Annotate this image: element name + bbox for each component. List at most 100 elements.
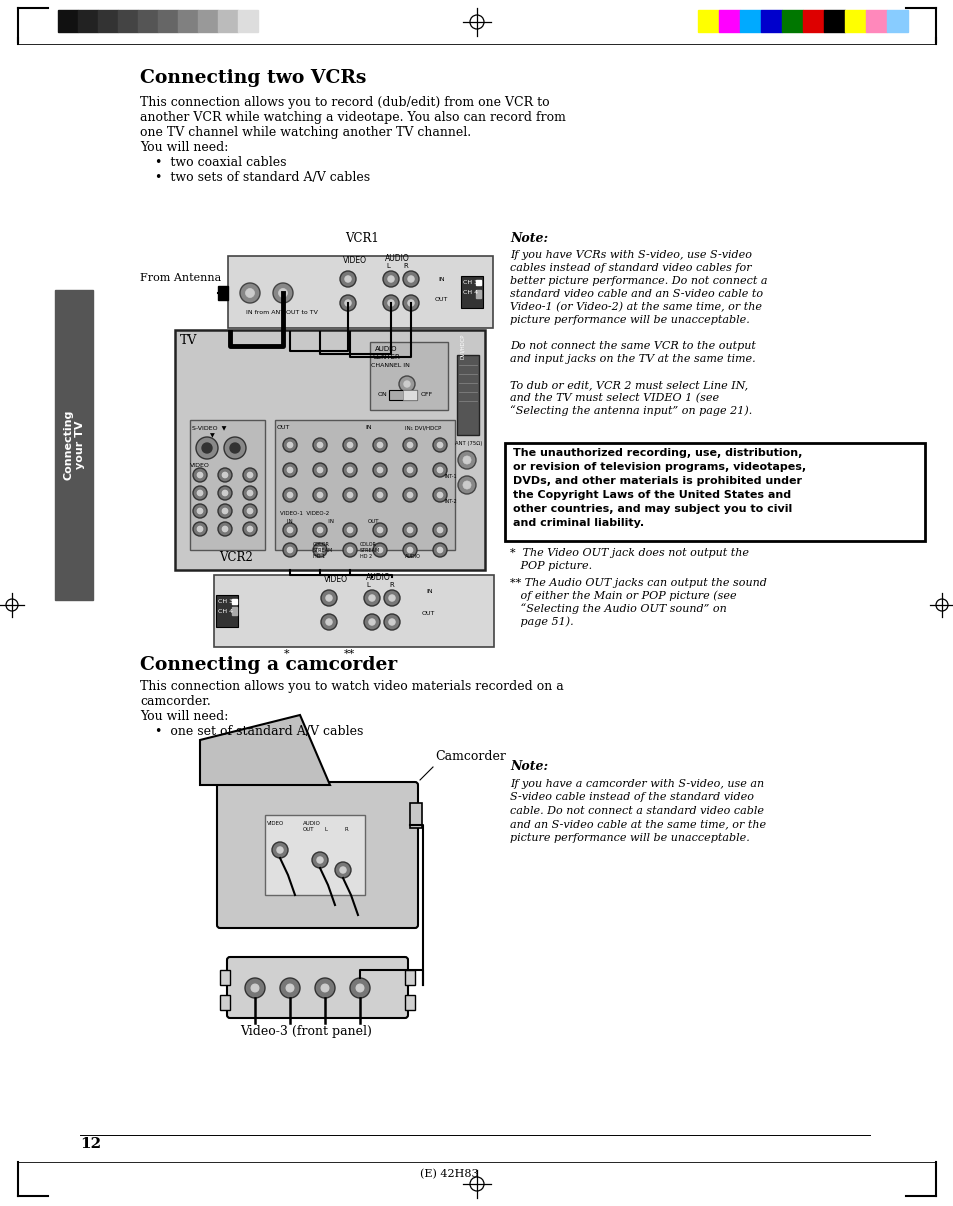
Circle shape [457,476,476,494]
Text: and an S-video cable at the same time, or the: and an S-video cable at the same time, o… [510,820,765,830]
Circle shape [339,271,355,287]
Text: L: L [325,827,328,832]
Bar [218,10,237,33]
Text: R: R [389,582,394,589]
Circle shape [343,523,356,537]
Text: OFF: OFF [420,392,433,397]
Circle shape [462,456,471,464]
Text: Note:: Note: [510,760,548,773]
Bar [886,10,907,33]
Circle shape [377,492,382,498]
Circle shape [350,978,370,999]
Text: This connection allows you to watch video materials recorded on a: This connection allows you to watch vide… [140,680,563,693]
Circle shape [347,443,353,447]
Text: ON: ON [377,392,387,397]
Bar [802,10,823,33]
Circle shape [407,468,413,473]
Text: and input jacks on the TV at the same time.: and input jacks on the TV at the same ti… [510,355,755,364]
Text: OUT: OUT [435,297,448,302]
Circle shape [436,527,442,533]
Circle shape [364,590,379,605]
Circle shape [355,984,363,991]
Circle shape [436,443,442,447]
Text: Camcorder: Camcorder [435,750,505,763]
Text: •  one set of standard A/V cables: • one set of standard A/V cables [154,725,363,738]
Text: or revision of television programs, videotapes,: or revision of television programs, vide… [513,462,805,472]
Bar [232,599,236,604]
Bar [174,330,484,570]
Bar [198,10,218,33]
FancyBboxPatch shape [216,781,417,927]
Text: IN: IN [365,425,372,431]
Circle shape [316,857,323,863]
Circle shape [230,443,240,453]
Text: COLOR
STREAM
HD 1: COLOR STREAM HD 1 [313,543,333,560]
Text: IN: IN [323,519,334,523]
Bar [719,10,740,33]
Text: picture performance will be unacceptable.: picture performance will be unacceptable… [510,315,749,324]
Circle shape [243,468,256,482]
Text: INT-2: INT-2 [444,499,457,504]
Bar [460,276,482,308]
Bar [410,803,421,829]
Text: TV: TV [180,334,197,347]
Circle shape [343,438,356,452]
Text: R: R [345,827,349,832]
Circle shape [402,438,416,452]
Bar [265,815,365,895]
Circle shape [317,468,322,473]
Circle shape [408,300,414,306]
Circle shape [224,437,246,459]
Circle shape [377,527,382,533]
Text: cable. Do not connect a standard video cable: cable. Do not connect a standard video c… [510,806,763,816]
Circle shape [218,504,232,519]
Circle shape [402,295,418,311]
Text: one TV channel while watching another TV channel.: one TV channel while watching another TV… [140,125,471,139]
Circle shape [317,548,322,552]
Circle shape [345,300,351,306]
Bar [78,10,98,33]
Text: To dub or edit, VCR 2 must select Line IN,: To dub or edit, VCR 2 must select Line I… [510,380,747,390]
Text: Connecting a camcorder: Connecting a camcorder [140,656,396,674]
Text: picture performance will be unacceptable.: picture performance will be unacceptable… [510,833,749,843]
Circle shape [433,488,447,502]
Circle shape [347,468,353,473]
Text: DVDs, and other materials is prohibited under: DVDs, and other materials is prohibited … [513,476,801,486]
Bar [405,995,415,1009]
Circle shape [369,595,375,601]
Text: Do not connect the same VCR to the output: Do not connect the same VCR to the outpu… [510,341,755,351]
Circle shape [389,595,395,601]
Text: IN from ANT: IN from ANT [246,310,284,315]
Text: S-video cable instead of the standard video: S-video cable instead of the standard vi… [510,792,753,802]
Circle shape [343,463,356,478]
Circle shape [377,548,382,552]
Circle shape [283,543,296,557]
Circle shape [369,619,375,625]
Text: VCR2: VCR2 [219,551,253,564]
Bar [865,10,886,33]
Circle shape [247,526,253,532]
Bar [213,575,494,646]
Circle shape [287,468,293,473]
Bar [228,256,493,328]
Text: cables instead of standard video cables for: cables instead of standard video cables … [510,263,751,273]
Circle shape [240,283,260,303]
Text: IN: IN [280,519,293,523]
Text: AUDIO: AUDIO [375,346,397,352]
Circle shape [243,486,256,500]
Circle shape [280,978,299,999]
Text: The unauthorized recording, use, distribution,: The unauthorized recording, use, distrib… [513,447,801,458]
Text: IN₁ DVI/HDCP: IN₁ DVI/HDCP [405,425,441,431]
Circle shape [272,842,288,857]
Text: CH 3: CH 3 [462,280,477,285]
Text: VIDEO-1  VIDEO-2: VIDEO-1 VIDEO-2 [280,511,329,516]
Text: the Copyright Laws of the United States and: the Copyright Laws of the United States … [513,490,790,500]
Circle shape [373,488,387,502]
Circle shape [222,526,228,532]
Circle shape [326,619,332,625]
Circle shape [457,451,476,469]
Text: L: L [386,263,390,269]
Bar [389,390,416,400]
Circle shape [347,548,353,552]
Circle shape [276,847,283,853]
